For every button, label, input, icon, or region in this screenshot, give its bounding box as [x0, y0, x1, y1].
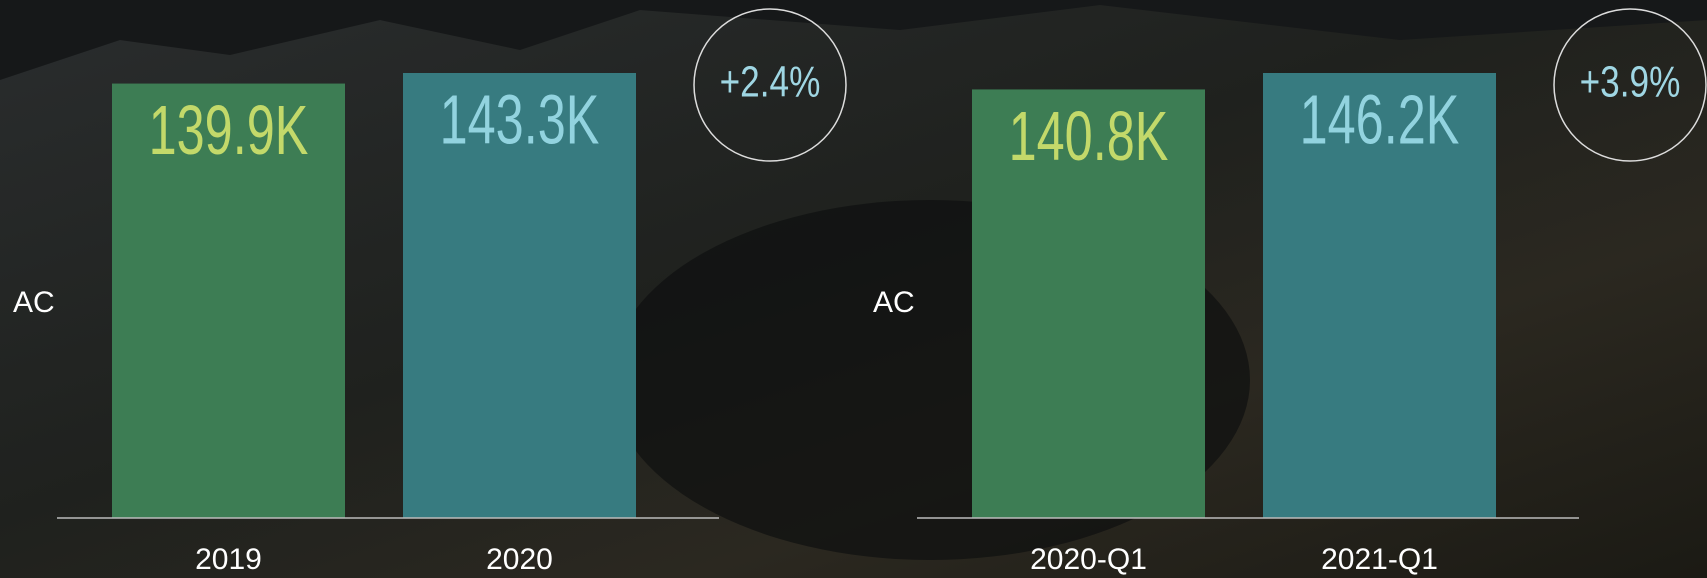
x-tick-label: 2020-Q1 — [1030, 543, 1147, 576]
value-label: 143.3K — [440, 80, 600, 158]
annotation: +3.9% — [1580, 58, 1681, 107]
value-label: 146.2K — [1300, 80, 1460, 158]
x-tick-label: 2021-Q1 — [1321, 543, 1438, 576]
value-label: 139.9K — [149, 91, 309, 169]
y-label: AC — [13, 286, 55, 319]
annotation: +2.4% — [720, 58, 821, 107]
y-label: AC — [873, 286, 915, 319]
value-label: 140.8K — [1009, 97, 1169, 175]
page: AC 139.9K 2019 143.3K 2020 +2.4% AC 140.8K 2020-… — [0, 0, 1707, 578]
x-tick-label: 2019 — [195, 543, 262, 576]
x-tick-label: 2020 — [486, 543, 553, 576]
